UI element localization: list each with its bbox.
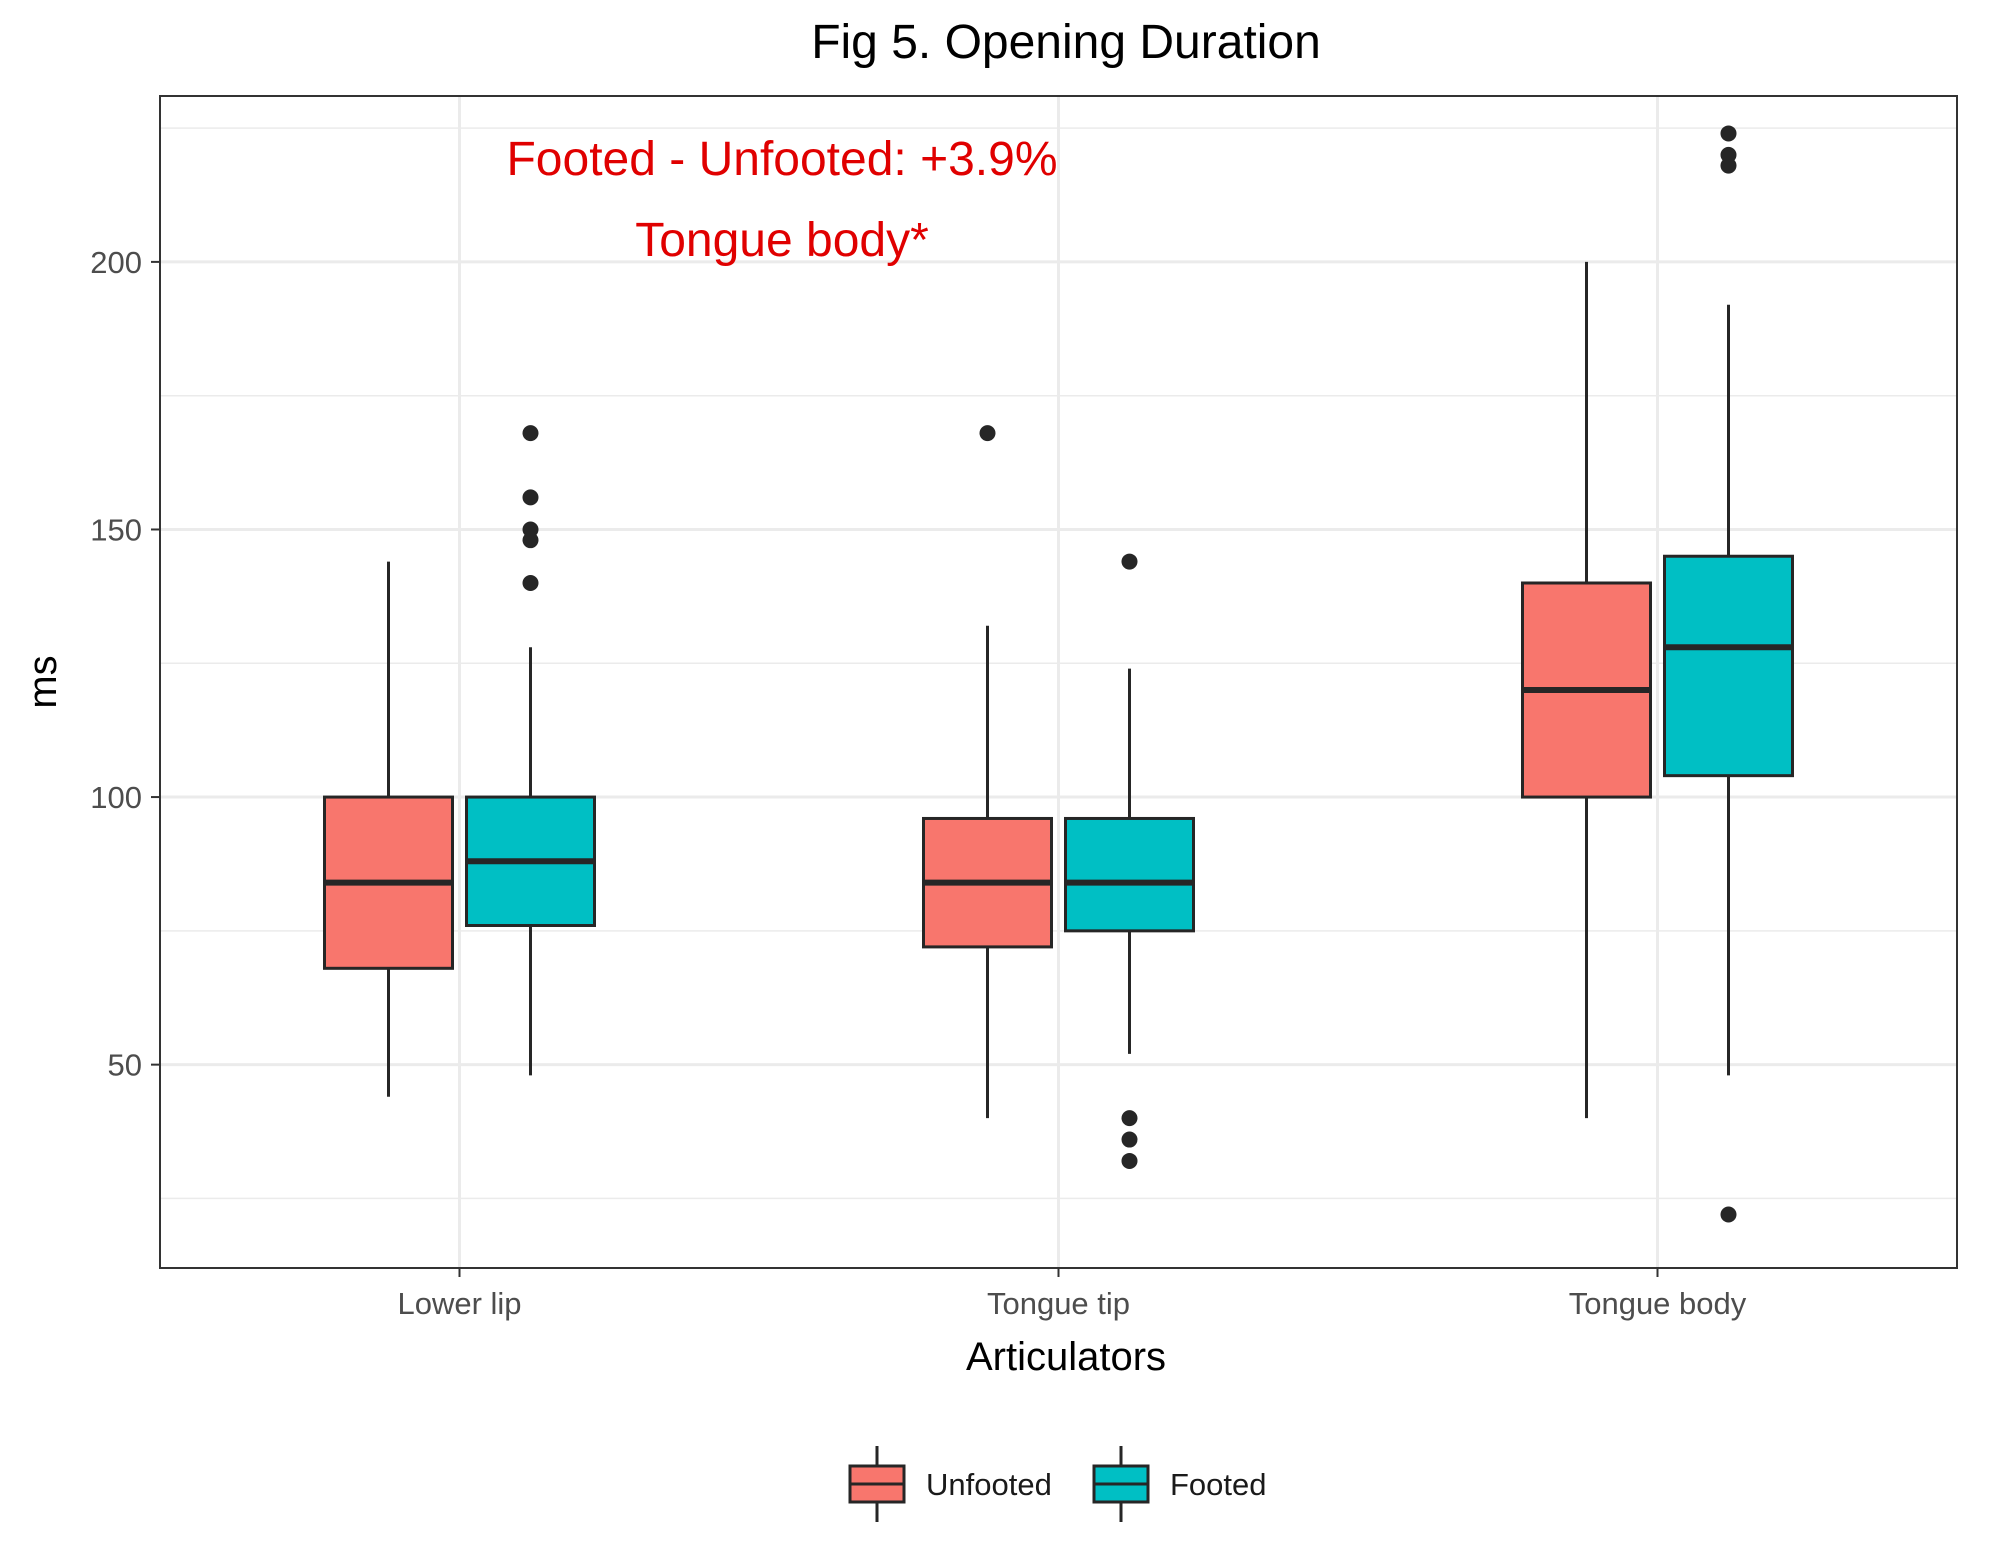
grid bbox=[160, 96, 1957, 1268]
box-footed-tongue-body bbox=[1663, 125, 1794, 1223]
outlier-point bbox=[522, 521, 539, 538]
legend-item-footed: Footed bbox=[1092, 1446, 1267, 1522]
box-iqr bbox=[1064, 816, 1195, 933]
outlier-point bbox=[1121, 1152, 1138, 1169]
annotation-line-2: Tongue body* bbox=[635, 214, 929, 267]
outlier-point bbox=[1121, 553, 1138, 570]
legend-label: Footed bbox=[1170, 1467, 1267, 1502]
box-iqr bbox=[1663, 554, 1794, 778]
x-axis-title: Articulators bbox=[966, 1335, 1166, 1379]
box-footed-tongue-tip bbox=[1064, 553, 1195, 1169]
outlier-point bbox=[1720, 125, 1737, 142]
y-tick-label: 50 bbox=[108, 1048, 142, 1083]
y-tick-label: 100 bbox=[90, 780, 142, 815]
boxes bbox=[323, 125, 1794, 1223]
outlier-point bbox=[522, 425, 539, 442]
axes: 50 100 150 200 Lower lip Tongue tip Tongue bod… bbox=[90, 245, 1746, 1321]
box-unfooted-tongue-body bbox=[1521, 261, 1652, 1119]
legend: Unfooted Footed bbox=[848, 1446, 1267, 1522]
outlier-point bbox=[522, 574, 539, 591]
x-tick-label: Lower lip bbox=[397, 1286, 521, 1321]
x-tick-label: Tongue body bbox=[1569, 1286, 1747, 1321]
x-tick-label: Tongue tip bbox=[987, 1286, 1130, 1321]
annotation-line-1: Footed - Unfooted: +3.9% bbox=[506, 133, 1057, 186]
chart-title: Fig 5. Opening Duration bbox=[811, 16, 1321, 69]
y-tick-label: 150 bbox=[90, 512, 142, 547]
y-axis-title: ms bbox=[21, 655, 65, 708]
box-footed-lower-lip bbox=[465, 425, 596, 1076]
outlier-point bbox=[522, 489, 539, 506]
outlier-point bbox=[979, 425, 996, 442]
outlier-point bbox=[1121, 1131, 1138, 1148]
box-unfooted-tongue-tip bbox=[922, 425, 1053, 1119]
box-unfooted-lower-lip bbox=[323, 561, 454, 1097]
outlier-point bbox=[1720, 1206, 1737, 1223]
y-tick-label: 200 bbox=[90, 245, 142, 280]
outlier-point bbox=[1720, 146, 1737, 163]
legend-item-unfooted: Unfooted bbox=[848, 1446, 1052, 1522]
outlier-point bbox=[1121, 1110, 1138, 1127]
legend-label: Unfooted bbox=[926, 1467, 1052, 1502]
